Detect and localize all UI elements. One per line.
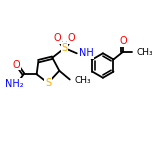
Text: O: O — [13, 60, 20, 70]
Text: CH₃: CH₃ — [74, 76, 91, 85]
Text: NH₂: NH₂ — [5, 79, 23, 89]
Text: O: O — [54, 33, 61, 43]
Text: S: S — [61, 43, 68, 53]
Text: CH₃: CH₃ — [136, 48, 152, 57]
Text: O: O — [68, 33, 75, 43]
Text: S: S — [45, 78, 51, 88]
Text: NH: NH — [78, 48, 93, 58]
Text: O: O — [119, 36, 127, 46]
